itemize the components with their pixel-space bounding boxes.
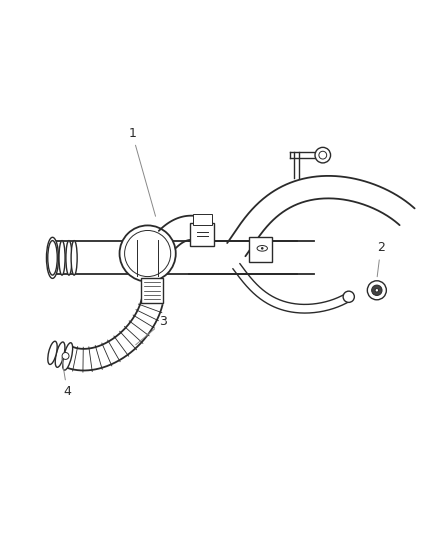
Text: 1: 1 xyxy=(128,127,155,216)
Ellipse shape xyxy=(257,246,268,251)
Circle shape xyxy=(343,291,354,302)
FancyBboxPatch shape xyxy=(249,237,272,262)
Circle shape xyxy=(124,230,171,277)
Circle shape xyxy=(120,225,176,281)
Text: 2: 2 xyxy=(377,241,385,277)
Circle shape xyxy=(367,281,386,300)
Circle shape xyxy=(62,352,69,359)
Ellipse shape xyxy=(55,342,65,367)
FancyBboxPatch shape xyxy=(194,214,212,225)
Ellipse shape xyxy=(46,237,59,278)
Ellipse shape xyxy=(63,343,73,370)
FancyBboxPatch shape xyxy=(141,278,162,303)
FancyBboxPatch shape xyxy=(190,223,214,246)
Circle shape xyxy=(315,147,331,163)
Ellipse shape xyxy=(48,341,57,365)
Ellipse shape xyxy=(66,240,72,275)
Circle shape xyxy=(261,247,264,249)
Circle shape xyxy=(375,288,378,292)
Text: 4: 4 xyxy=(62,358,71,398)
Ellipse shape xyxy=(48,240,57,275)
Ellipse shape xyxy=(59,240,65,275)
Circle shape xyxy=(319,151,327,159)
Text: 3: 3 xyxy=(136,315,167,345)
Circle shape xyxy=(372,285,382,295)
Ellipse shape xyxy=(71,240,77,275)
